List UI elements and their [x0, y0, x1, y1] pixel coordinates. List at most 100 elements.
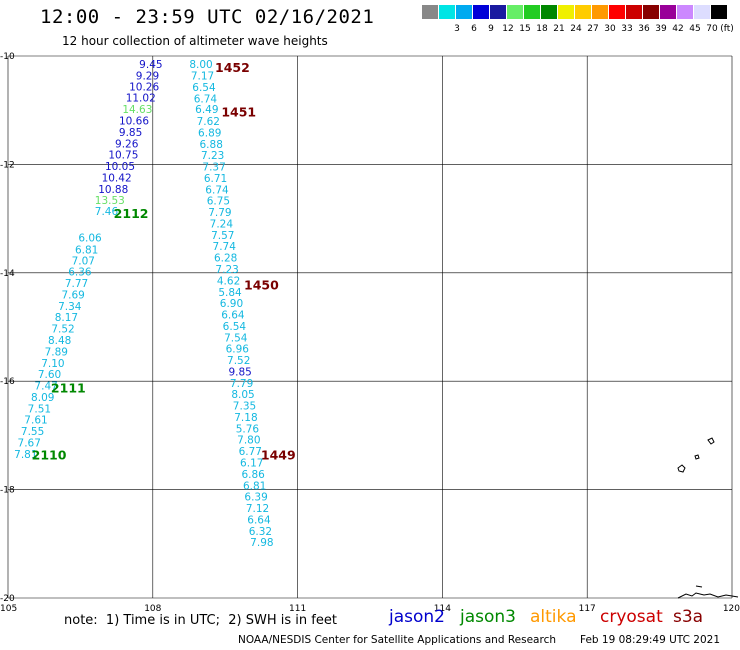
wave-height-value: 7.98 — [250, 537, 273, 549]
chart-title: 12:00 - 23:59 UTC 02/16/2021 — [40, 6, 375, 28]
scale-swatch — [711, 5, 727, 19]
y-tick-label: -16 — [0, 377, 15, 387]
wave-height-value: 6.88 — [200, 139, 223, 151]
wave-height-value: 7.79 — [208, 207, 231, 219]
wave-height-value: 7.81 — [14, 449, 37, 461]
wave-height-value: 6.49 — [195, 104, 218, 116]
scale-swatch — [541, 5, 557, 19]
track-label: 2111 — [51, 381, 86, 396]
wave-height-value: 7.69 — [61, 289, 84, 301]
wave-height-value: 7.10 — [41, 358, 64, 370]
generated-timestamp: Feb 19 08:29:49 UTC 2021 — [580, 634, 720, 646]
wave-height-value: 7.47 — [34, 381, 57, 393]
y-tick-label: -12 — [0, 160, 15, 170]
credit-text: NOAA/NESDIS Center for Satellite Applica… — [238, 634, 556, 646]
map-grid — [7, 55, 733, 599]
wave-height-value: 8.05 — [231, 389, 254, 401]
satellite-legend-item: jason3 — [460, 607, 516, 627]
wave-height-value: 8.09 — [31, 392, 54, 404]
coast-corner — [677, 585, 739, 599]
scale-label: 36 — [638, 24, 650, 34]
wave-height-value: 6.77 — [239, 446, 262, 458]
scale-swatch — [626, 5, 642, 19]
wave-height-value: 7.67 — [18, 437, 41, 449]
track-label: 1451 — [221, 104, 256, 119]
wave-height-value: 7.54 — [224, 332, 248, 344]
scale-label: 21 — [553, 24, 565, 34]
scale-swatch — [524, 5, 540, 19]
wave-height-value: 7.18 — [234, 412, 257, 424]
scale-swatch — [439, 5, 455, 19]
scale-swatch — [677, 5, 693, 19]
axis-ticks: 105 108 111 114 117 120 -10 -12 -14 -16 -18 -20 — [0, 52, 740, 614]
scale-unit: (ft) — [720, 24, 734, 34]
wave-height-value: 7.23 — [201, 150, 224, 162]
y-tick-label: -10 — [0, 52, 15, 62]
scale-label: 18 — [536, 24, 548, 34]
scale-label: 12 — [502, 24, 514, 34]
satellite-legend-item: s3a — [673, 607, 704, 627]
wave-height-value: 7.35 — [233, 401, 256, 413]
wave-height-value: 9.85 — [228, 366, 251, 378]
satellite-legend-item: jason2 — [389, 607, 445, 627]
track-label: 1452 — [215, 60, 250, 75]
x-tick-label: 117 — [579, 604, 596, 614]
scale-swatch — [575, 5, 591, 19]
wave-height-value: 9.45 — [139, 59, 162, 71]
scale-label: 9 — [488, 24, 494, 34]
scale-swatch — [422, 5, 438, 19]
wave-height-value: 6.71 — [204, 173, 227, 185]
wave-height-value: 6.86 — [241, 469, 265, 481]
track-label: 2110 — [32, 447, 67, 462]
wave-height-value: 7.77 — [65, 278, 88, 290]
satellite-legend-item: cryosat — [600, 607, 663, 627]
wave-height-value: 7.61 — [24, 415, 47, 427]
scale-label: 42 — [672, 24, 684, 34]
scale-swatch — [643, 5, 659, 19]
island-2 — [694, 454, 700, 460]
wave-height-value: 7.80 — [237, 435, 260, 447]
wave-height-value: 8.00 — [189, 59, 212, 71]
wave-height-value: 9.26 — [115, 138, 139, 150]
wave-height-value: 10.75 — [108, 150, 138, 162]
wave-height-value: 7.46 — [95, 206, 119, 218]
chart-subtitle: 12 hour collection of altimeter wave hei… — [62, 34, 328, 48]
scale-label: 6 — [471, 24, 477, 34]
footer-note: note: 1) Time is in UTC; 2) SWH is in fe… — [64, 613, 337, 628]
scale-label: 39 — [655, 24, 667, 34]
wave-height-value: 14.63 — [122, 104, 152, 116]
scale-swatch — [660, 5, 676, 19]
scale-label: 3 — [454, 24, 460, 34]
wave-height-value: 7.07 — [72, 255, 95, 267]
wave-height-value: 7.51 — [28, 403, 51, 415]
wave-height-value: 7.12 — [246, 503, 269, 515]
wave-height-value: 7.37 — [202, 162, 225, 174]
scale-swatch — [456, 5, 472, 19]
scale-label: 70 — [706, 24, 718, 34]
x-tick-label: 114 — [434, 604, 451, 614]
scale-label: 24 — [570, 24, 582, 34]
wave-height-value: 9.85 — [119, 127, 142, 139]
wave-height-value: 6.89 — [198, 127, 221, 139]
wave-height-value: 6.17 — [240, 458, 263, 470]
wave-height-value: 7.52 — [51, 324, 74, 336]
wave-height-value: 7.60 — [38, 369, 61, 381]
wave-height-value: 10.42 — [102, 172, 132, 184]
wave-height-value: 10.66 — [119, 115, 149, 127]
wave-height-value: 6.81 — [243, 480, 266, 492]
data-points: 9.459.2910.2611.0214.6310.669.859.2610.7… — [14, 59, 273, 549]
wave-height-value: 7.52 — [227, 355, 250, 367]
wave-height-value: 7.57 — [211, 230, 234, 242]
wave-height-value: 6.32 — [249, 526, 272, 538]
satellite-legend-item: altika — [530, 607, 577, 627]
wave-height-value: 8.48 — [48, 335, 71, 347]
wave-height-value: 5.84 — [218, 287, 242, 299]
scale-label: 45 — [689, 24, 701, 34]
scale-swatch — [694, 5, 710, 19]
wave-height-value: 6.28 — [214, 253, 237, 265]
track-labels: 1452 1451 2112 1450 2111 2110 1449 — [32, 60, 296, 463]
wave-height-value: 6.06 — [78, 233, 102, 245]
island-1 — [707, 437, 715, 445]
wave-height-value: 13.53 — [95, 195, 125, 207]
wave-height-value: 10.05 — [105, 161, 135, 173]
